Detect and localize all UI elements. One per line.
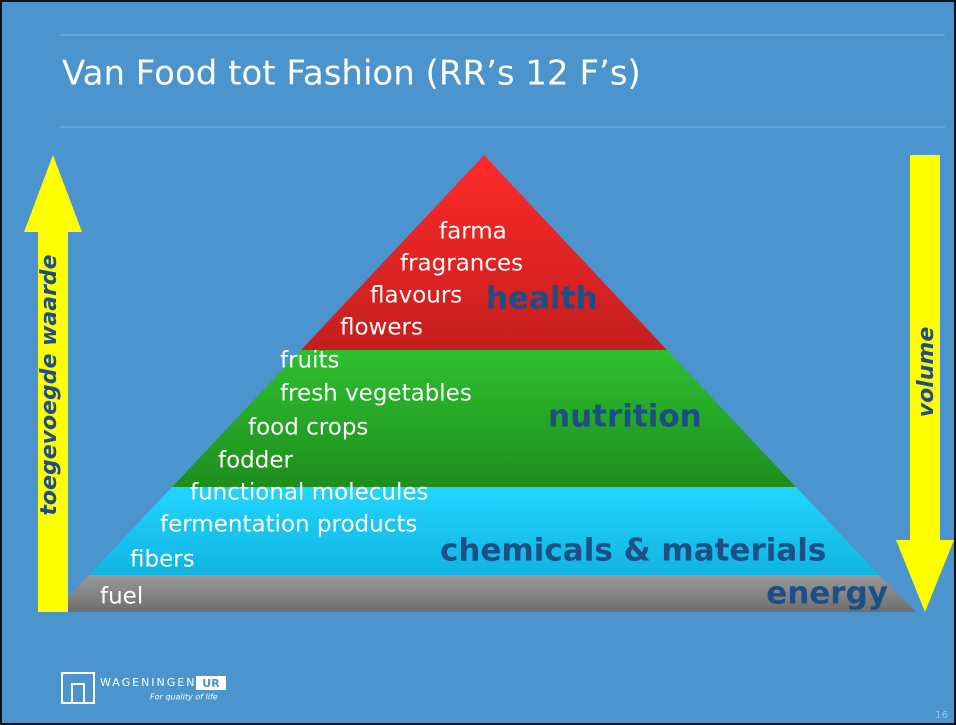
level-energy: [54, 575, 916, 612]
item: fruits: [280, 348, 340, 374]
level-label: energy: [766, 576, 888, 612]
item: fermentation products: [160, 512, 417, 538]
logo: WAGENINGEN UR For quality of life: [61, 672, 226, 704]
arrow-label: toegevoegde waarde: [37, 254, 62, 515]
arrow-up: [24, 155, 82, 612]
logo-badge: [196, 676, 226, 690]
item: fibers: [130, 547, 195, 573]
logo-door: [71, 683, 85, 704]
level-label: nutrition: [548, 399, 702, 435]
item: fodder: [218, 448, 294, 474]
logo-name: WAGENINGEN: [100, 676, 196, 689]
level-chemicals: [89, 487, 879, 575]
item: fresh vegetables: [280, 381, 472, 407]
level-nutrition: [172, 350, 796, 487]
page-number: 16: [935, 710, 948, 721]
arrow-label: volume: [914, 327, 939, 418]
item: functional molecules: [190, 480, 429, 506]
title: Van Food tot Fashion (RR’s 12 F’s): [62, 54, 641, 94]
logo-suffix: UR: [202, 677, 220, 690]
level-label: health: [486, 281, 598, 317]
item: fragrances: [400, 251, 523, 277]
level-health: [301, 155, 667, 350]
level-label: chemicals & materials: [440, 533, 826, 569]
item: flavours: [370, 283, 462, 309]
item: fuel: [100, 584, 143, 610]
item: flowers: [340, 315, 423, 341]
item: farma: [439, 219, 507, 245]
arrow-down: [896, 155, 954, 612]
tagline: For quality of life: [150, 693, 218, 702]
item: food crops: [248, 415, 368, 441]
